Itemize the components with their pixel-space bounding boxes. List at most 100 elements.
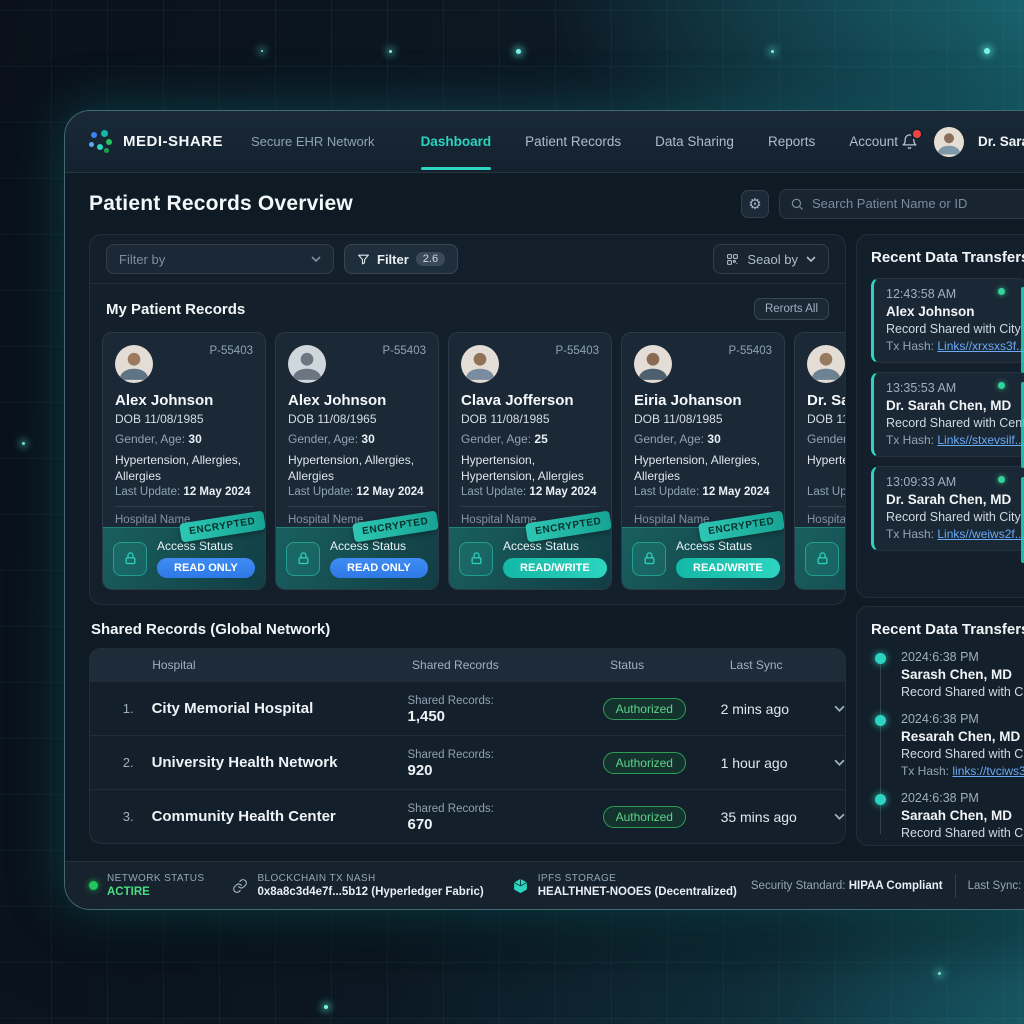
patient-conditions: Hypertension, Hypertension, Allergies bbox=[461, 453, 584, 484]
scrollbar-thumb[interactable] bbox=[1021, 287, 1024, 373]
patient-dob: DOB 11/08/1985 bbox=[461, 412, 550, 426]
tx-hash-label: Tx Hash: bbox=[886, 433, 935, 447]
access-pill[interactable]: READ ONLY bbox=[330, 558, 428, 578]
nav-item-patient-records[interactable]: Patient Records bbox=[525, 134, 622, 149]
tx-hash-link[interactable]: Links//xrxsxs3f... bbox=[937, 339, 1024, 353]
col-shared-records: Shared Records bbox=[412, 658, 499, 672]
recent-transfers-heading: Recent Data Transfers bbox=[871, 621, 1024, 638]
tx-hash-link[interactable]: Links//weiws2f... bbox=[937, 527, 1024, 541]
table-row[interactable]: 2. University Health Network Shared Reco… bbox=[90, 735, 845, 789]
filter-row: Filter by Filter 2.6 Seaol by bbox=[90, 235, 845, 284]
scrollbar-thumb[interactable] bbox=[1021, 382, 1024, 468]
nav-item-data-sharing[interactable]: Data Sharing bbox=[655, 134, 734, 149]
patient-avatar bbox=[634, 345, 672, 383]
access-pill[interactable]: READ ONLY bbox=[157, 558, 255, 578]
search-input[interactable] bbox=[812, 196, 1024, 211]
card-divider bbox=[461, 506, 599, 508]
filter-button[interactable]: Filter 2.6 bbox=[344, 244, 459, 274]
timeline-item[interactable]: 2024:6:38 PM Sarash Chen, MD Record Shar… bbox=[875, 650, 1024, 699]
patient-gender-age: Gender, Age: 30 bbox=[634, 432, 721, 446]
nav-item-account[interactable]: Account bbox=[849, 134, 899, 149]
shared-records-label: Shared Records: bbox=[407, 749, 494, 761]
timeline-item[interactable]: 2024:6:38 PM Saraah Chen, MD Record Shar… bbox=[875, 791, 1024, 840]
patient-last-update: Last Update: 12 May 2024 bbox=[461, 486, 597, 499]
filter-by-dropdown[interactable]: Filter by bbox=[106, 244, 334, 274]
patient-card[interactable]: P-55403 Eiria Johanson DOB 11/08/1985 Ge… bbox=[621, 332, 785, 590]
patient-card[interactable]: P-55403 Alex Johnson DOB 11/08/1965 Gend… bbox=[275, 332, 439, 590]
table-row[interactable]: 3. Community Health Center Shared Record… bbox=[90, 789, 845, 843]
table-row[interactable]: 1. City Memorial Hospital Shared Records… bbox=[90, 681, 845, 735]
access-status-label: Access Status bbox=[503, 539, 580, 553]
card-divider bbox=[288, 506, 426, 508]
transfer-name: Alex Johnson bbox=[886, 304, 975, 319]
tx-hash-link[interactable]: Links//stxevsilf... bbox=[937, 433, 1024, 447]
funnel-icon bbox=[358, 254, 369, 264]
patient-name: Dr. Sarah Chen bbox=[807, 392, 845, 409]
settings-gear-icon[interactable]: ⚙ bbox=[741, 189, 769, 218]
chevron-down-icon[interactable] bbox=[834, 705, 845, 712]
access-status-label: Access Status bbox=[157, 539, 234, 553]
security-standard: Security Standard: HIPAA Compliant bbox=[750, 879, 943, 892]
status-badge: Authorized bbox=[602, 697, 686, 720]
network-status-dot bbox=[89, 881, 98, 890]
transfer-desc: Record Shared with City bbox=[901, 747, 1024, 761]
patient-card[interactable]: P-55403 Alex Johnson DOB 11/08/1985 Gend… bbox=[102, 332, 266, 590]
patient-id: P-55403 bbox=[555, 345, 599, 357]
patient-id: P-55403 bbox=[209, 345, 253, 357]
patient-name: Alex Johnson bbox=[115, 392, 214, 409]
transfer-name: Sarash Chen, MD bbox=[901, 667, 1013, 682]
shared-records-count: 1,450 bbox=[407, 708, 446, 725]
access-pill[interactable]: READ/WRITE bbox=[503, 558, 607, 578]
glow-dot bbox=[389, 50, 392, 53]
timeline-dot bbox=[875, 715, 886, 726]
access-status-bar: Access Status READ/WRITE bbox=[449, 527, 611, 589]
transfer-card[interactable]: 12:43:58 AM Alex Johnson Record Shared w… bbox=[871, 278, 1024, 363]
patient-avatar bbox=[807, 345, 845, 383]
patient-name: Alex Johnson bbox=[288, 392, 387, 409]
app-window: MEDI-SHARE Secure EHR Network Dashboard … bbox=[64, 110, 1024, 910]
transfer-time: 2024:6:38 PM bbox=[901, 791, 979, 805]
transfer-card[interactable]: 13:09:33 AM Dr. Sarah Chen, MD Record Sh… bbox=[871, 466, 1024, 551]
reports-all-button[interactable]: Rerorts All bbox=[753, 298, 829, 320]
timeline-item[interactable]: 2024:6:38 PM Resarah Chen, MD Record Sha… bbox=[875, 712, 1024, 778]
transfer-time: 13:09:33 AM bbox=[886, 475, 957, 489]
hospital-label: Hospital Name bbox=[461, 514, 537, 527]
access-pill[interactable]: READ/WRITE bbox=[676, 558, 780, 578]
nav-item-dashboard[interactable]: Dashboard bbox=[420, 111, 491, 172]
grid-icon bbox=[727, 253, 739, 265]
patient-cards-row: P-55403 Alex Johnson DOB 11/08/1985 Gend… bbox=[90, 330, 845, 604]
link-icon bbox=[233, 878, 248, 893]
hospital-label: Hospital Name bbox=[115, 514, 191, 527]
patient-gender-age: Gender, Age: 30 bbox=[807, 432, 845, 446]
patient-card[interactable]: P-55403 Clava Jofferson DOB 11/08/1985 G… bbox=[448, 332, 612, 590]
seaol-by-dropdown[interactable]: Seaol by bbox=[713, 244, 829, 274]
patient-conditions: Hypertension, Allergies bbox=[807, 453, 845, 467]
chevron-down-icon[interactable] bbox=[834, 759, 845, 766]
patient-card[interactable]: Dr. Sarah Chen DOB 11/08/1985 Gender, Ag… bbox=[794, 332, 845, 590]
scrollbar-thumb[interactable] bbox=[1021, 477, 1024, 563]
shared-records-count: 670 bbox=[407, 816, 433, 833]
nav-item-reports[interactable]: Reports bbox=[767, 134, 816, 149]
notifications-bell-icon[interactable] bbox=[898, 129, 922, 153]
transfer-name: Saraah Chen, MD bbox=[901, 808, 1013, 823]
card-divider bbox=[634, 506, 772, 508]
user-avatar[interactable] bbox=[934, 126, 965, 157]
patient-records-panel: Filter by Filter 2.6 Seaol by bbox=[89, 234, 846, 605]
seaol-by-label: Seaol by bbox=[747, 251, 798, 267]
user-name[interactable]: Dr. Sarah Chen, MD bbox=[978, 134, 1024, 149]
filter-button-label: Filter bbox=[377, 251, 409, 267]
transfer-time: 12:43:58 AM bbox=[886, 287, 957, 301]
patient-last-update: Last Update: 12 May 2024 bbox=[807, 486, 845, 498]
col-hospital: Hospital bbox=[152, 658, 196, 672]
patient-gender-age: Gender, Age: 30 bbox=[288, 432, 375, 446]
transfer-card[interactable]: 13:35:53 AM Dr. Sarah Chen, MD Record Sh… bbox=[871, 372, 1024, 457]
chevron-down-icon[interactable] bbox=[834, 813, 845, 820]
patient-gender-age: Gender, Age: 30 bbox=[115, 432, 202, 446]
shared-records-heading: Shared Records (Global Network) bbox=[91, 621, 331, 638]
brand-subtitle: Secure EHR Network bbox=[251, 134, 375, 149]
patient-conditions: Hypertension, Allergies, Allergies bbox=[288, 453, 415, 484]
shared-records-label: Shared Records: bbox=[407, 803, 494, 815]
lock-icon bbox=[113, 541, 147, 576]
hospital-label: Hospital Neme bbox=[288, 514, 364, 527]
tx-hash-link[interactable]: links://tvciws3f... bbox=[952, 764, 1024, 778]
